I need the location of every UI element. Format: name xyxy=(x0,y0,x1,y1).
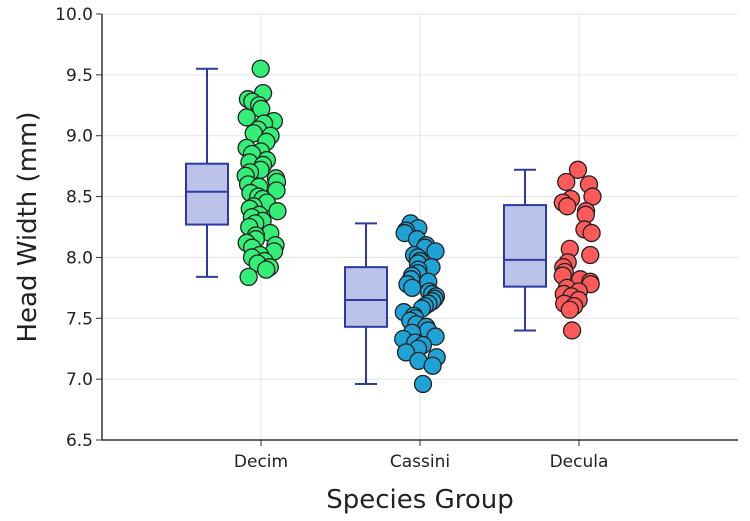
points xyxy=(236,59,602,394)
box-iqr xyxy=(185,162,229,226)
y-tick-label: 9.5 xyxy=(66,66,93,86)
point-decula xyxy=(557,172,576,192)
point-decula xyxy=(560,300,579,319)
y-tick-label: 10.0 xyxy=(55,5,93,25)
y-tick-label: 8.5 xyxy=(66,188,93,208)
box-iqr xyxy=(503,204,547,288)
point-decim xyxy=(239,267,258,287)
point-cassini xyxy=(413,374,433,394)
point-decim xyxy=(267,181,286,200)
y-tick-label: 7.0 xyxy=(66,370,93,390)
point-decula xyxy=(558,197,577,216)
x-axis-label: Species Group xyxy=(326,485,513,515)
boxplot-cassini xyxy=(344,222,388,386)
point-decula xyxy=(562,321,582,340)
x-tick-label: Cassini xyxy=(390,452,450,472)
point-decim xyxy=(251,59,270,78)
boxplots xyxy=(185,67,547,386)
point-cassini xyxy=(403,278,422,298)
boxplot-decula xyxy=(503,168,547,332)
y-tick-label: 7.5 xyxy=(66,309,93,329)
point-cassini xyxy=(396,343,416,362)
point-decula xyxy=(582,223,601,243)
x-tick-label: Decim xyxy=(234,452,288,472)
point-decim xyxy=(237,108,256,127)
boxplot-decim xyxy=(185,67,229,278)
point-cassini xyxy=(426,327,445,346)
point-cassini xyxy=(426,242,445,261)
box-iqr xyxy=(344,266,388,328)
x-tick-label: Decula xyxy=(550,452,609,472)
y-tick-label: 8.0 xyxy=(66,248,93,268)
y-tick-label: 9.0 xyxy=(66,127,93,147)
point-decula xyxy=(568,160,588,179)
y-axis-label: Head Width (mm) xyxy=(13,112,43,343)
axes: 6.5 7.0 7.5 8.0 8.5 9.0 9.5 10.0 Decim Cassini Dec… xyxy=(55,5,738,472)
y-tick-label: 6.5 xyxy=(66,431,93,451)
point-cassini xyxy=(423,356,442,375)
point-decula xyxy=(581,245,600,265)
point-decim xyxy=(268,202,287,221)
point-decim xyxy=(257,260,276,279)
